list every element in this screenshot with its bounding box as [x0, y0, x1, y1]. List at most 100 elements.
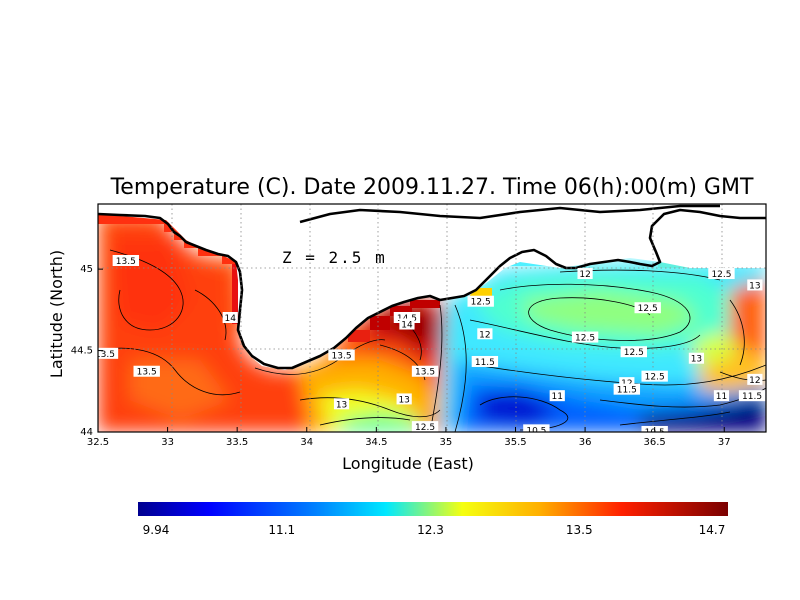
contour-label-bg	[471, 355, 499, 367]
contour-label-text: 10.5	[526, 426, 546, 436]
contour-label: 13	[333, 398, 350, 410]
contour-label: 11.5	[471, 355, 499, 368]
plot-frame	[97, 203, 767, 433]
contour-label-text: 11	[716, 392, 727, 402]
contour-label-text: 11.5	[742, 392, 762, 402]
x-tick-label: 37	[718, 437, 731, 448]
contour-label-bg	[467, 295, 494, 307]
contour-label-text: 12.5	[575, 334, 595, 344]
x-tick-label: 34.5	[365, 437, 387, 448]
contour-label-bg	[133, 365, 160, 377]
contour-label: 14	[222, 312, 238, 324]
contour-label: 11	[713, 390, 730, 402]
contour-label-text: 12.5	[711, 270, 731, 280]
contour-label-bg	[328, 349, 355, 361]
contour-label-text: 14	[224, 314, 236, 324]
contour-label-bg	[523, 424, 550, 432]
contour-label: 13.5	[328, 349, 355, 361]
contour-label-bg	[222, 312, 238, 323]
contour-label-text: 13	[336, 400, 347, 410]
x-tick-label: 35.5	[504, 437, 526, 448]
contour-label-bg	[634, 302, 661, 314]
contour-label-bg	[641, 370, 668, 382]
contour-label: 13	[688, 352, 705, 365]
colorbar-tick-label: 12.3	[417, 523, 444, 537]
colorbar-tick-label: 14.7	[699, 523, 726, 537]
contour-label: 12.5	[634, 302, 661, 314]
colorbar-tick-label: 13.5	[566, 523, 593, 537]
contour-label: 11	[549, 390, 565, 402]
contour-label: 12.5	[708, 268, 735, 280]
coastline	[98, 208, 766, 370]
contour-label-text: 12	[479, 330, 490, 340]
contour-label-bg	[333, 398, 350, 410]
depth-annotation: Z = 2.5 m	[282, 248, 387, 267]
contour-label: 12	[477, 328, 493, 340]
contour-label-text: 12.5	[645, 373, 665, 383]
contour-label-bg	[747, 279, 763, 291]
contour-label: 10.5	[523, 424, 550, 436]
colorbar-tick-label: 9.94	[143, 523, 170, 537]
contour-label: 13	[396, 393, 412, 405]
contour-label-text: 12	[749, 376, 760, 386]
plot-area: 13.51413.513.513.514.51413.5131312.512.5…	[95, 204, 766, 436]
x-tick-label: 36	[579, 437, 592, 448]
contour-label: 11.5	[738, 390, 766, 402]
contour-label-bg	[708, 268, 735, 280]
contour-label: 12	[577, 268, 593, 280]
contour-label: 12	[747, 373, 763, 386]
contour-label-bg	[98, 347, 119, 359]
y-axis-ticks: 44 44.5 45	[71, 264, 103, 438]
contour-label-text: 12.5	[471, 298, 491, 308]
x-tick-label: 36.5	[644, 437, 666, 448]
colorbar-tick-label: 11.1	[268, 523, 295, 537]
contour-label-bg	[393, 312, 421, 323]
contour-label-text: 14	[401, 321, 413, 331]
y-tick-label: 45	[80, 264, 93, 275]
x-tick-label: 32.5	[87, 437, 109, 448]
contour-label-text: 13	[398, 395, 409, 405]
contour-label-bg	[620, 346, 647, 358]
contour-labels: 13.51413.513.513.514.51413.5131312.512.5…	[95, 255, 766, 436]
contour-label: 12.5	[571, 331, 599, 344]
contour-label-text: 11.5	[475, 358, 495, 368]
contour-label-text: 13.5	[332, 351, 352, 361]
contour-label-text: 11	[552, 392, 563, 402]
contour-label: 13.5	[95, 347, 119, 360]
contour-label-bg	[613, 383, 641, 395]
contour-label: 13.5	[411, 365, 439, 378]
contour-label: 13.5	[133, 365, 160, 378]
contour-label-bg	[571, 331, 599, 343]
contour-label: 12.5	[467, 295, 494, 308]
contour-label-bg	[549, 390, 565, 402]
chart-title: Temperature (C). Date 2009.11.27. Time 0…	[110, 175, 754, 200]
contour-label-bg	[619, 377, 635, 389]
contour-label-bg	[577, 268, 593, 280]
contour-label-text: 12	[579, 270, 590, 280]
x-tick-label: 34	[300, 437, 313, 448]
contour-label: 12.5	[620, 346, 647, 358]
contour-label-bg	[738, 390, 766, 402]
contour-label-bg	[688, 352, 705, 364]
contour-label-text: 13	[691, 355, 702, 365]
contour-label: 11.5	[613, 383, 641, 396]
contour-label-text: 13.5	[116, 257, 136, 267]
contour-label-text: 12.5	[624, 348, 644, 358]
colorbar-labels: 9.94 11.1 12.3 13.5 14.7	[143, 523, 726, 537]
contour-label: 12.5	[641, 370, 668, 383]
x-tick-label: 33.5	[226, 437, 248, 448]
contour-label: 12.5	[411, 421, 439, 432]
x-tick-label: 35	[440, 437, 453, 448]
y-tick-label: 44	[80, 427, 93, 438]
contour-label-bg	[396, 393, 412, 405]
land-mask	[98, 204, 766, 370]
contour-label-text: 13.5	[95, 350, 115, 360]
x-axis-title: Longitude (East)	[342, 454, 474, 473]
contour-label-bg	[713, 390, 730, 402]
contour-label-text: 11.5	[617, 386, 637, 396]
contour-label-text: 13	[749, 281, 760, 291]
coastline-north	[299, 204, 720, 224]
y-tick-label: 44.5	[71, 346, 93, 357]
x-axis-ticks: 32.5 33 33.5 34 34.5 35 35.5 36 36.5 37	[87, 427, 731, 448]
colorbar	[138, 502, 728, 516]
